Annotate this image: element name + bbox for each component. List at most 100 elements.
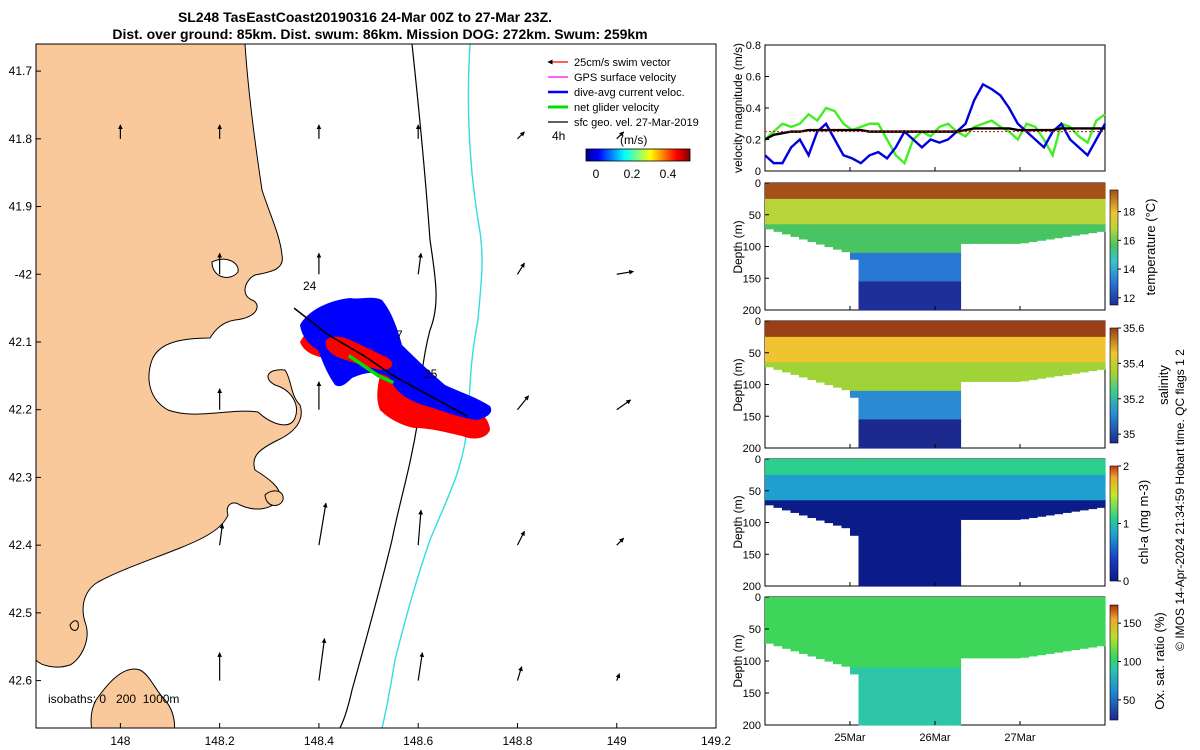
section-cell bbox=[986, 336, 996, 363]
speed-colorbar-tick-1: 0.2 bbox=[624, 167, 641, 181]
section-cell bbox=[1096, 500, 1106, 508]
section-cell bbox=[1045, 198, 1055, 225]
section-cell bbox=[875, 557, 885, 587]
section-cell bbox=[773, 321, 783, 338]
section-cell bbox=[773, 198, 783, 225]
section-cell bbox=[850, 198, 860, 225]
section-cell bbox=[935, 390, 945, 421]
section-cell bbox=[1096, 474, 1106, 501]
map-y-tick-label: 42.3 bbox=[9, 470, 33, 484]
section-cell bbox=[918, 696, 928, 726]
depth-tick-label: 0 bbox=[755, 178, 761, 190]
section-cell bbox=[858, 321, 868, 338]
section-cell bbox=[1003, 638, 1013, 659]
section-cell bbox=[892, 336, 902, 363]
section-cell bbox=[901, 390, 911, 421]
map-x-tick-label: 149 bbox=[607, 734, 627, 748]
section-cell bbox=[1045, 336, 1055, 363]
section-cell bbox=[994, 474, 1004, 501]
section-cell bbox=[773, 459, 783, 476]
section-cell bbox=[892, 528, 902, 559]
section-cell bbox=[935, 321, 945, 338]
section-cell bbox=[824, 597, 834, 614]
current-arrow bbox=[318, 502, 328, 546]
section-cell bbox=[782, 459, 792, 476]
section-cell bbox=[841, 474, 851, 501]
section-cell bbox=[858, 638, 868, 668]
section-cell bbox=[1037, 321, 1047, 338]
section-cell bbox=[807, 336, 817, 363]
section-cell bbox=[960, 500, 970, 520]
section-cell bbox=[901, 252, 911, 283]
section-cell bbox=[1028, 336, 1038, 363]
section-cell bbox=[969, 336, 979, 363]
section-cell bbox=[807, 224, 817, 243]
section-cell bbox=[1071, 597, 1081, 614]
section-cell bbox=[969, 613, 979, 640]
section-cell bbox=[824, 613, 834, 640]
section-cell bbox=[884, 198, 894, 225]
section-cell bbox=[952, 696, 962, 726]
section-cell bbox=[773, 638, 783, 647]
section-cell bbox=[926, 613, 936, 640]
section-cell bbox=[875, 390, 885, 421]
section-cell bbox=[901, 224, 911, 254]
section-cell bbox=[1071, 474, 1081, 501]
section-cell bbox=[884, 474, 894, 501]
section-cell bbox=[833, 183, 843, 200]
section-cell bbox=[977, 638, 987, 659]
section-cell bbox=[977, 474, 987, 501]
section-cell bbox=[875, 224, 885, 254]
section-cell bbox=[986, 183, 996, 200]
section-cell bbox=[1037, 459, 1047, 476]
tasmania-land bbox=[36, 44, 302, 668]
section-cell bbox=[918, 183, 928, 200]
current-arrow bbox=[616, 269, 635, 275]
section-cell bbox=[1054, 638, 1064, 653]
section-cell bbox=[790, 597, 800, 614]
section-cell bbox=[892, 224, 902, 254]
section-cell bbox=[807, 362, 817, 381]
section-cell bbox=[909, 696, 919, 726]
colorbar-tick-label: 12 bbox=[1123, 293, 1135, 305]
map-x-tick-label: 148.2 bbox=[205, 734, 235, 748]
oxygen-colorbar bbox=[1109, 604, 1119, 721]
speed-colorbar bbox=[585, 148, 691, 162]
section-cell bbox=[935, 474, 945, 501]
section-cell bbox=[1088, 198, 1098, 225]
section-cell bbox=[841, 336, 851, 363]
dive-avg-envelope bbox=[300, 297, 492, 420]
section-cell bbox=[1037, 336, 1047, 363]
section-cell bbox=[884, 597, 894, 614]
section-cell bbox=[1079, 321, 1089, 338]
section-cell bbox=[1088, 183, 1098, 200]
section-cell bbox=[875, 198, 885, 225]
section-cell bbox=[935, 500, 945, 530]
section-cell bbox=[943, 474, 953, 501]
section-cell bbox=[1088, 638, 1098, 648]
section-cell bbox=[943, 500, 953, 530]
section-cell bbox=[850, 500, 860, 530]
colorbar-tick-label: 16 bbox=[1123, 235, 1135, 247]
islet-2 bbox=[69, 620, 79, 631]
section-cell bbox=[935, 459, 945, 476]
section-cell bbox=[1079, 198, 1089, 225]
section-cell bbox=[909, 459, 919, 476]
section-cell bbox=[1020, 638, 1030, 658]
section-cell bbox=[1054, 321, 1064, 338]
section-cell bbox=[790, 224, 800, 237]
section-cell bbox=[1003, 183, 1013, 200]
section-cell bbox=[909, 390, 919, 421]
section-cell bbox=[807, 198, 817, 225]
section-cell bbox=[824, 321, 834, 338]
section-cell bbox=[816, 459, 826, 476]
map-y-tick-label: 42.6 bbox=[9, 674, 33, 688]
legend-gps-label: GPS surface velocity bbox=[574, 72, 677, 84]
section-cell bbox=[901, 321, 911, 338]
section-cell bbox=[892, 667, 902, 697]
section-cell bbox=[952, 419, 962, 449]
section-cell bbox=[884, 183, 894, 200]
section-cell bbox=[799, 459, 809, 476]
section-cell bbox=[841, 183, 851, 200]
map-x-tick-label: 148.4 bbox=[304, 734, 334, 748]
